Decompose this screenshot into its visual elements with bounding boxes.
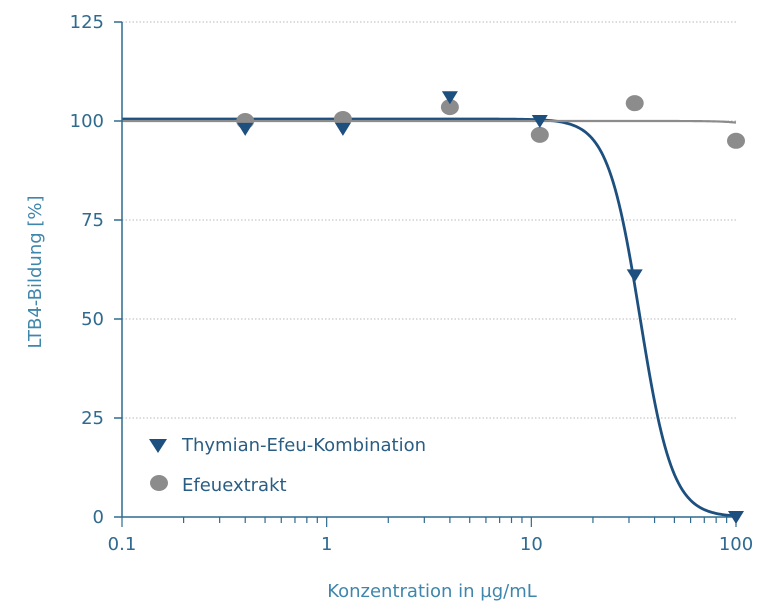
y-tick-label: 25 bbox=[81, 408, 104, 429]
data-point-thymian-efeu bbox=[626, 269, 643, 283]
data-point-efeuextrakt bbox=[625, 95, 644, 112]
x-tick-label: 10 bbox=[520, 534, 543, 555]
data-point-efeuextrakt bbox=[727, 132, 745, 149]
legend: Thymian-Efeu-Kombination Efeuextrakt bbox=[149, 435, 426, 496]
y-tick-label: 0 bbox=[93, 507, 104, 528]
legend-marker-efeuextrakt bbox=[150, 475, 168, 491]
data-point-thymian-efeu bbox=[334, 122, 351, 136]
data-point-thymian-efeu bbox=[441, 91, 458, 105]
x-tick-label: 100 bbox=[719, 534, 753, 555]
y-tick-label: 125 bbox=[70, 12, 104, 33]
x-axis-title: Konzentration in µg/mL bbox=[327, 581, 537, 602]
data-point-efeuextrakt bbox=[530, 126, 549, 143]
x-tick-label: 0.1 bbox=[108, 534, 137, 555]
y-tick-label: 75 bbox=[81, 210, 104, 231]
data-point-thymian-efeu bbox=[531, 115, 548, 128]
legend-label-thymian-efeu: Thymian-Efeu-Kombination bbox=[181, 435, 426, 456]
data-point-thymian-efeu bbox=[237, 122, 254, 136]
fit-curve-thymian-efeu bbox=[122, 117, 737, 518]
y-tick-label: 100 bbox=[70, 111, 104, 132]
data-point-efeuextrakt bbox=[440, 99, 459, 116]
fit-curve-efeuextrakt bbox=[122, 119, 737, 124]
legend-label-efeuextrakt: Efeuextrakt bbox=[182, 475, 287, 496]
data-markers bbox=[236, 91, 745, 524]
legend-marker-thymian-efeu bbox=[149, 439, 167, 453]
fit-curves bbox=[122, 117, 737, 518]
tick-labels: 0 25 50 75 100 125 0.1 1 10 100 bbox=[70, 12, 754, 555]
grid-lines bbox=[122, 21, 736, 419]
y-axis-title: LTB4-Bildung [%] bbox=[25, 195, 46, 348]
data-point-thymian-efeu bbox=[728, 511, 744, 524]
y-tick-label: 50 bbox=[81, 309, 104, 330]
x-tick-label: 1 bbox=[321, 534, 332, 555]
